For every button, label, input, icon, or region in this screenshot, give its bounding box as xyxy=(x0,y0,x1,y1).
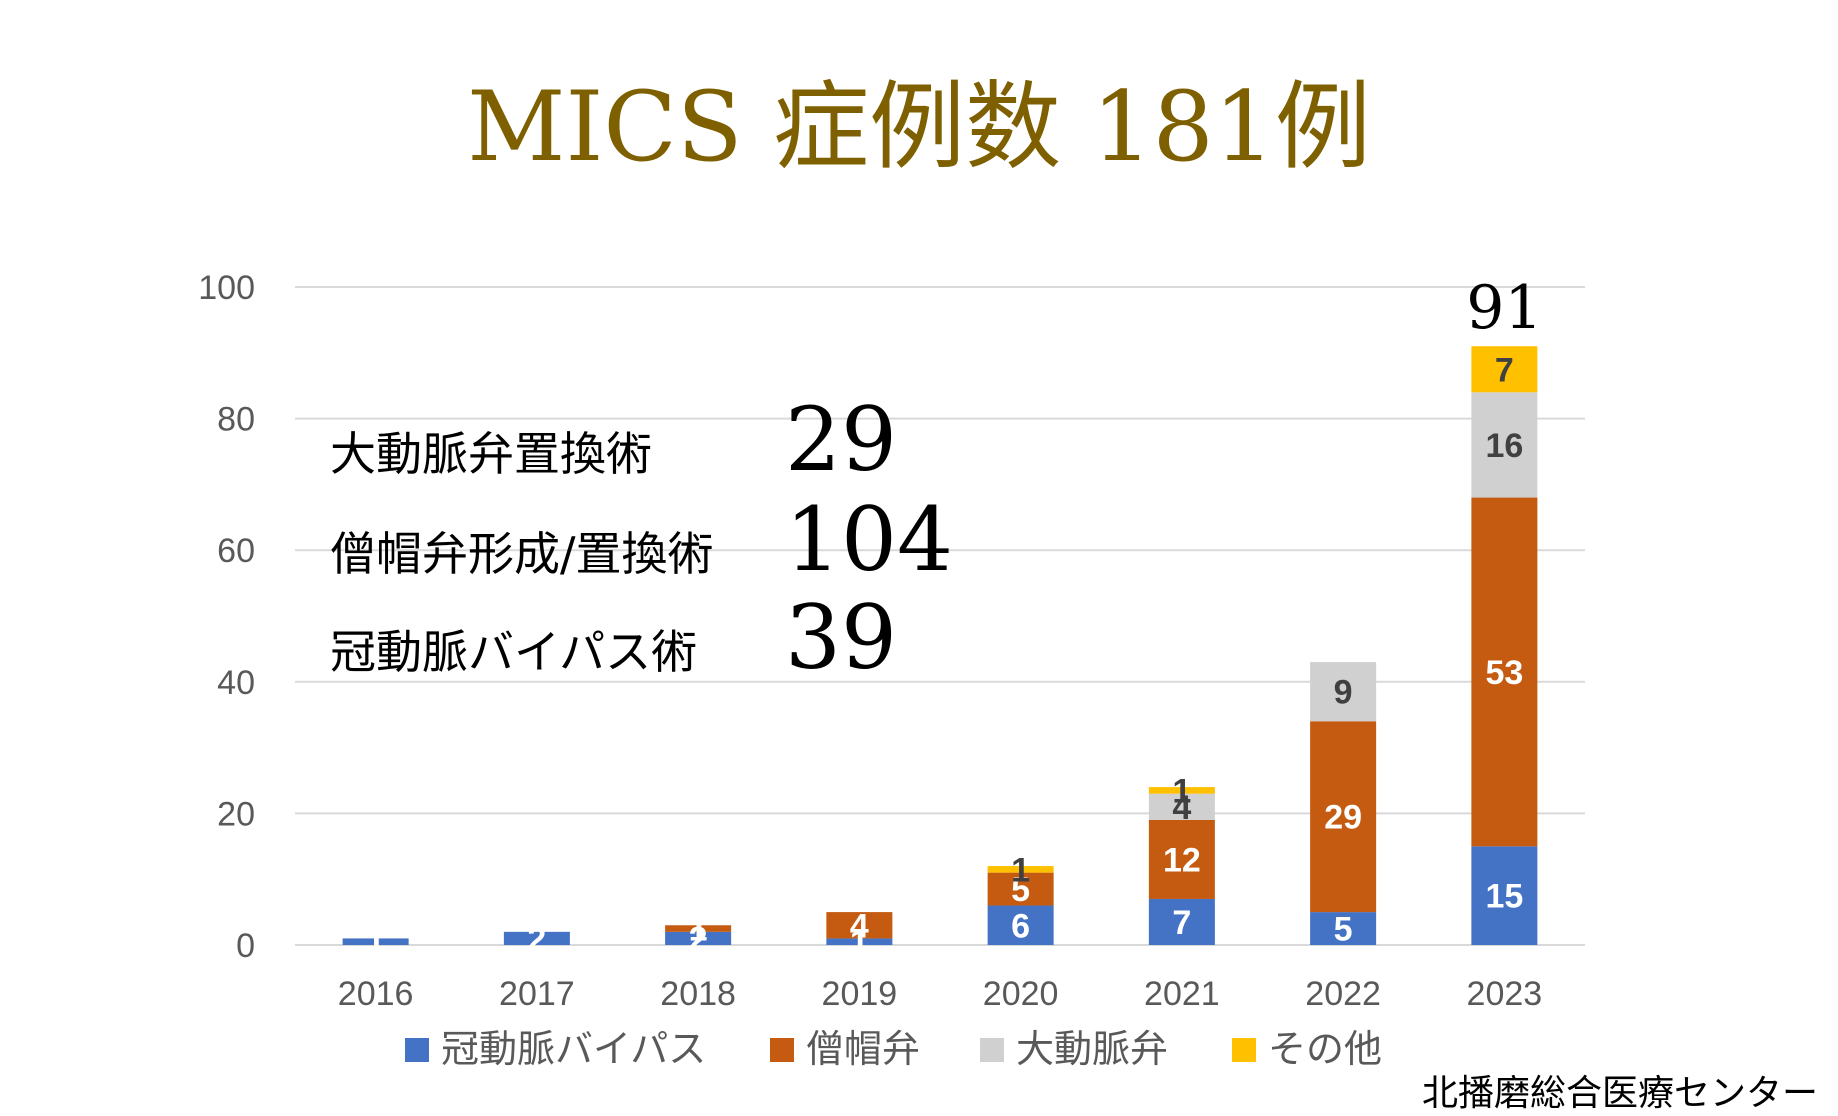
y-tick-label: 100 xyxy=(198,269,255,307)
x-tick-label: 2016 xyxy=(338,975,414,1013)
x-tick-label: 2020 xyxy=(983,975,1059,1013)
data-label: 2 xyxy=(689,920,708,958)
legend-swatch xyxy=(770,1038,794,1062)
bar-segment xyxy=(503,931,570,945)
summary-label-cabg: 冠動脈バイパス術 xyxy=(330,625,697,679)
summary-value-cabg: 39 xyxy=(785,586,897,689)
legend-label: 冠動脈バイパス xyxy=(441,1027,706,1071)
x-tick-label: 2023 xyxy=(1467,975,1543,1013)
data-label: 1 xyxy=(689,911,708,949)
y-tick-label: 60 xyxy=(217,532,255,570)
bar-segment xyxy=(1471,392,1538,498)
data-label: 1 xyxy=(1011,851,1030,889)
data-label: 5 xyxy=(1011,871,1030,909)
x-tick-label: 2017 xyxy=(499,975,575,1013)
data-label: 7 xyxy=(1172,904,1191,942)
x-tick-label: 2018 xyxy=(660,975,736,1013)
bar-segment xyxy=(1471,497,1538,847)
summary-label-aortic: 大動脈弁置換術 xyxy=(330,427,652,481)
y-tick-label: 40 xyxy=(217,664,255,702)
data-label: 4 xyxy=(1172,789,1191,827)
bar-segment xyxy=(1310,662,1377,722)
legend-label: 大動脈弁 xyxy=(1016,1027,1168,1071)
bar-segment xyxy=(1471,346,1538,393)
summary-label-mitral: 僧帽弁形成/置換術 xyxy=(330,527,714,581)
data-label: 1 xyxy=(366,924,385,962)
data-label: 6 xyxy=(1011,907,1030,945)
data-label: 1 xyxy=(850,924,869,962)
legend-swatch xyxy=(405,1038,429,1062)
x-tick-label: 2019 xyxy=(822,975,898,1013)
bar-segment xyxy=(826,938,893,945)
bar-segment xyxy=(987,872,1054,906)
bar-segment xyxy=(1310,912,1377,945)
data-label: 1 xyxy=(1172,772,1191,810)
bar-segment xyxy=(1310,721,1377,913)
bar-segment xyxy=(665,931,732,945)
summary-block: 大動脈弁置換術 29 僧帽弁形成/置換術 104 冠動脈バイパス術 39 xyxy=(330,388,953,689)
gridlines xyxy=(295,286,1585,946)
x-tick-label: 2021 xyxy=(1144,975,1220,1013)
data-label: 4 xyxy=(850,907,869,945)
bars xyxy=(342,346,1538,945)
bar-segment xyxy=(342,938,409,945)
bar-segment xyxy=(665,925,732,932)
data-label: 15 xyxy=(1485,878,1523,916)
summary-value-aortic: 29 xyxy=(785,388,897,491)
legend-swatch xyxy=(980,1038,1004,1062)
bar-segment xyxy=(1148,819,1215,899)
x-tick-label: 2022 xyxy=(1305,975,1381,1013)
data-label: 7 xyxy=(1495,351,1514,389)
data-label: 53 xyxy=(1485,654,1523,692)
bar-segment xyxy=(1148,898,1215,945)
total-annotation: 91 xyxy=(1466,273,1542,343)
data-label: 9 xyxy=(1334,674,1353,712)
y-tick-label: 20 xyxy=(217,795,255,833)
data-label: 16 xyxy=(1485,427,1523,465)
source-credit: 北播磨総合医療センター xyxy=(1422,1073,1818,1114)
chart-title: MICS 症例数 181例 xyxy=(467,71,1371,183)
legend-label: 僧帽弁 xyxy=(806,1027,920,1071)
bar-segment xyxy=(987,866,1054,873)
bar-segment xyxy=(1148,793,1215,820)
data-label: 5 xyxy=(1334,911,1353,949)
legend-label: その他 xyxy=(1268,1027,1382,1071)
data-label: 12 xyxy=(1163,841,1201,879)
y-tick-label: 80 xyxy=(217,401,255,439)
bar-segment xyxy=(1148,787,1215,794)
x-axis-ticks: 2016 2017 2018 2019 2020 2021 2022 2023 xyxy=(338,975,1542,1013)
data-label: 2 xyxy=(527,920,546,958)
data-label: 29 xyxy=(1324,799,1362,837)
legend: 冠動脈バイパス 僧帽弁 大動脈弁 その他 xyxy=(405,1027,1382,1071)
bar-segment xyxy=(826,912,893,939)
y-axis-ticks: 0 20 40 60 80 100 xyxy=(198,269,255,965)
bar-segment xyxy=(987,905,1054,945)
bar-segment xyxy=(1471,846,1538,945)
summary-value-mitral: 104 xyxy=(785,488,953,591)
legend-swatch xyxy=(1232,1038,1256,1062)
y-tick-label: 0 xyxy=(236,927,255,965)
